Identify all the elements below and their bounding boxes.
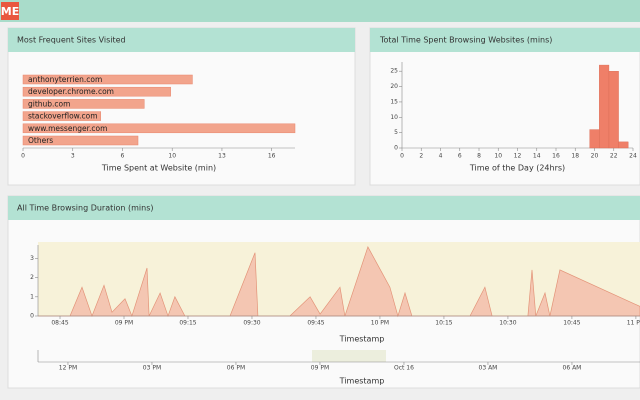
- x-tick-label: 10:30: [499, 320, 516, 327]
- y-tick-label: 3: [30, 255, 34, 262]
- x-tick-label: 4: [439, 153, 443, 160]
- x-tick-label: 12: [514, 153, 522, 160]
- x-tick-label: 24: [629, 153, 637, 160]
- bar: [22, 99, 145, 109]
- x-tick-label: 09 PM: [115, 320, 133, 327]
- y-tick-label: 5: [394, 129, 398, 136]
- x-tick-label: 11 PM: [627, 320, 640, 327]
- panel-title: Total Time Spent Browsing Websites (mins…: [379, 36, 552, 45]
- brush-selection[interactable]: [312, 350, 386, 362]
- y-tick-label: 20: [390, 83, 398, 90]
- bar: [589, 129, 600, 149]
- x-tick-label: 09:15: [179, 320, 196, 327]
- category-label: github.com: [28, 99, 70, 108]
- panel-header: [8, 196, 640, 220]
- x-tick-label: 03 AM: [479, 365, 498, 372]
- y-tick-label: 0: [394, 145, 398, 152]
- x-tick-label: 18: [571, 153, 579, 160]
- x-tick-label: 03 PM: [143, 365, 161, 372]
- x-tick-label: 20: [591, 153, 599, 160]
- y-tick-label: 15: [390, 98, 398, 105]
- panel-title: Most Frequent Sites Visited: [17, 36, 126, 45]
- y-tick-label: 0: [30, 313, 34, 320]
- bar: [599, 64, 610, 149]
- x-tick-label: 10:15: [435, 320, 452, 327]
- x-tick-label: 14: [533, 153, 541, 160]
- bar: [22, 123, 296, 134]
- x-tick-label: 22: [610, 153, 618, 160]
- x-tick-label: 6: [121, 153, 125, 160]
- x-tick-label: 16: [268, 153, 276, 160]
- category-label: www.messenger.com: [28, 124, 107, 133]
- bar: [22, 135, 139, 146]
- x-tick-label: Oct 16: [394, 365, 414, 372]
- x-tick-label: 10: [494, 153, 502, 160]
- x-tick-label: 06 AM: [563, 365, 582, 372]
- category-label: stackoverflow.com: [28, 112, 98, 121]
- bar: [608, 71, 619, 149]
- top-bar: [0, 0, 640, 22]
- x-tick-label: 0: [21, 153, 25, 160]
- x-tick-label: 08:45: [51, 320, 68, 327]
- x-axis-label: Time of the Day (24hrs): [469, 164, 565, 173]
- x-tick-label: 3: [71, 153, 75, 160]
- bar: [618, 141, 629, 149]
- y-tick-label: 2: [30, 274, 34, 281]
- x-axis-label: Timestamp: [339, 335, 385, 344]
- panel-title: All Time Browsing Duration (mins): [17, 204, 154, 213]
- bar: [22, 74, 193, 85]
- bar: [22, 111, 101, 121]
- x-tick-label: 0: [400, 153, 404, 160]
- category-label: developer.chrome.com: [28, 87, 114, 96]
- x-axis-label: Time Spent at Website (min): [101, 164, 216, 173]
- x-tick-label: 10:45: [563, 320, 580, 327]
- category-label: anthonyterrien.com: [28, 75, 102, 84]
- y-tick-label: 10: [390, 114, 398, 121]
- x-tick-label: 10: [168, 153, 176, 160]
- x-tick-label: 09:30: [243, 320, 260, 327]
- x-tick-label: 12 PM: [59, 365, 77, 372]
- x-tick-label: 09:45: [307, 320, 324, 327]
- logo[interactable]: ME: [1, 5, 19, 18]
- x-tick-label: 16: [552, 153, 560, 160]
- y-tick-label: 1: [30, 293, 34, 300]
- panel: [369, 27, 640, 186]
- panel-header: [370, 28, 640, 52]
- x-tick-label: 6: [458, 153, 462, 160]
- x-tick-label: 2: [419, 153, 423, 160]
- x-tick-label: 10 PM: [371, 320, 389, 327]
- bar: [22, 86, 171, 97]
- y-tick-label: 25: [390, 68, 398, 75]
- context-axis-label: Timestamp: [339, 377, 385, 386]
- x-tick-label: 13: [218, 153, 226, 160]
- area: [38, 246, 640, 318]
- x-tick-label: 8: [477, 153, 481, 160]
- x-tick-label: 09 PM: [311, 365, 329, 372]
- panel-header: [8, 28, 355, 52]
- logo-box[interactable]: [1, 2, 19, 20]
- x-tick-label: 06 PM: [227, 365, 245, 372]
- category-label: Others: [28, 136, 53, 145]
